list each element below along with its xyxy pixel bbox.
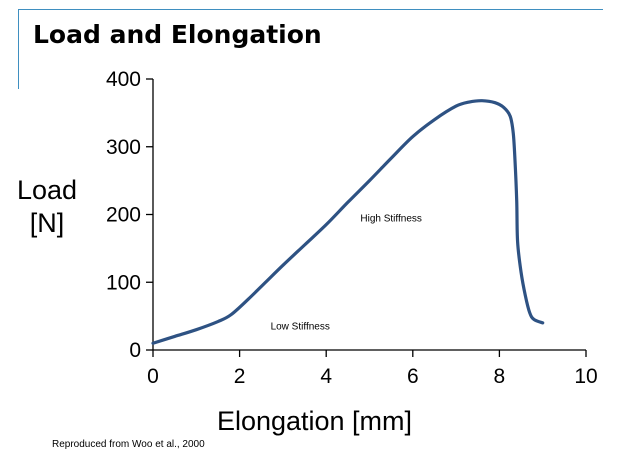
series-line-0 <box>151 99 545 345</box>
annotation-0: High Stiffness <box>360 213 422 224</box>
y-tick-label-3: 300 <box>106 136 141 159</box>
x-tick-label-1: 2 <box>234 365 246 388</box>
frame-left-rule <box>18 9 19 89</box>
frame-top-rule <box>18 9 603 10</box>
source-credit: Reproduced from Woo et al., 2000 <box>52 439 205 450</box>
y-tick-label-0: 0 <box>129 339 141 362</box>
x-tick-label-2: 4 <box>320 365 332 388</box>
y-tick-label-2: 200 <box>106 204 141 227</box>
x-tick-label-5: 10 <box>574 365 597 388</box>
x-axis-title: Elongation [mm] <box>217 406 412 436</box>
y-tick-label-4: 400 <box>106 68 141 91</box>
y-axis-title-line-1: [N] <box>30 208 65 238</box>
ticks-group: 0 100 200 300 400 0 2 4 6 8 10 <box>106 68 598 388</box>
y-tick-label-1: 100 <box>106 271 141 294</box>
y-axis-title-line-0: Load <box>17 175 77 205</box>
slide-title: Load and Elongation <box>33 20 322 49</box>
x-tick-label-0: 0 <box>147 365 159 388</box>
x-tick-label-3: 6 <box>407 365 419 388</box>
labels-group: Elongation [mm] Load[N] <box>17 175 412 436</box>
x-tick-label-4: 8 <box>494 365 506 388</box>
annotation-1: Low Stiffness <box>271 322 330 333</box>
annotations-group: High Stiffness Low Stiffness <box>271 213 422 332</box>
series-group <box>151 99 545 345</box>
